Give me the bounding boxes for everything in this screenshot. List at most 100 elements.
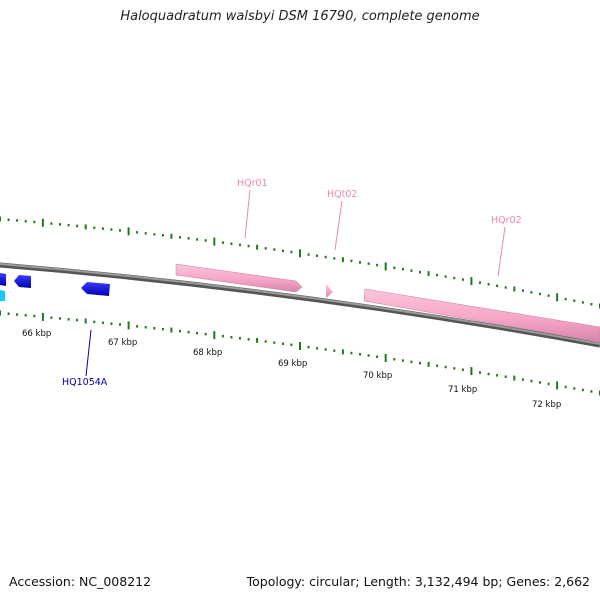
inner-track-tick — [247, 338, 250, 341]
inner-track-tick — [230, 336, 233, 339]
outer-track-tick — [556, 293, 559, 302]
outer-track-tick — [393, 266, 396, 270]
outer-track-tick — [539, 292, 541, 296]
scale-label-70kbp: 70 kbp — [363, 371, 392, 381]
inner-track-tick — [256, 337, 259, 343]
outer-track-tick — [590, 303, 593, 306]
outer-track-tick — [281, 249, 284, 252]
inner-track-tick — [204, 332, 207, 336]
inner-track-tick — [341, 349, 344, 355]
inner-track-tick — [213, 331, 216, 340]
outer-track-tick — [307, 253, 310, 256]
inner-track-tick — [470, 367, 473, 376]
hqr01-label: HQr01 — [237, 178, 268, 189]
outer-dotted-track — [0, 216, 600, 309]
inner-track-tick — [359, 353, 361, 356]
inner-track-tick — [376, 355, 379, 358]
outer-track-tick — [264, 247, 267, 250]
genome-backbone — [0, 262, 600, 348]
inner-track-tick — [410, 360, 413, 364]
cds-hq1054a-feature[interactable] — [81, 282, 110, 296]
inner-track-tick — [196, 331, 199, 335]
outer-track-tick — [136, 231, 139, 234]
inner-track-tick — [136, 325, 139, 328]
inner-track-tick — [24, 314, 27, 317]
hqt02-leader-line — [334, 200, 343, 251]
inner-track-tick — [101, 321, 104, 324]
outer-track-tick — [213, 237, 216, 246]
outer-track-tick — [496, 284, 499, 288]
inner-track-tick — [144, 326, 147, 329]
scale-label-66kbp: 66 kbp — [22, 329, 51, 339]
outer-track-tick — [67, 223, 70, 227]
cds-feature-left-1[interactable] — [0, 273, 6, 286]
inner-track-tick — [119, 323, 121, 326]
inner-track-tick — [581, 388, 584, 392]
map-title: Haloquadratum walsbyi DSM 16790, complet… — [120, 9, 480, 24]
outer-track-tick — [444, 275, 447, 278]
outer-track-tick — [547, 294, 550, 297]
inner-track-tick — [547, 382, 550, 386]
hqt02-label: HQt02 — [327, 189, 357, 200]
cds-feature-cyan[interactable] — [0, 290, 5, 301]
inner-track-tick — [50, 316, 53, 319]
inner-track-tick — [161, 327, 164, 331]
outer-track-tick — [161, 234, 164, 237]
outer-track-tick — [41, 218, 44, 227]
outer-track-tick — [187, 237, 190, 240]
inner-track-tick — [539, 381, 541, 384]
inner-track-tick — [33, 314, 36, 318]
inner-track-tick — [153, 327, 156, 330]
scale-label-71kbp: 71 kbp — [448, 385, 477, 395]
outer-track-tick — [179, 236, 181, 239]
outer-track-tick — [24, 220, 27, 223]
scale-label-68kbp: 68 kbp — [193, 348, 222, 358]
rrna-hqr01-feature[interactable] — [175, 263, 303, 293]
hq1054a-leader-line — [85, 329, 92, 377]
inner-track-tick — [264, 340, 267, 343]
inner-dotted-track — [0, 310, 600, 396]
inner-track-tick — [393, 358, 396, 361]
inner-track-tick — [281, 342, 284, 345]
outer-track-tick — [573, 299, 576, 302]
inner-track-tick — [290, 343, 293, 347]
outer-track-tick — [453, 276, 456, 280]
outer-track-tick — [84, 224, 87, 230]
outer-track-tick — [513, 286, 516, 292]
outer-track-tick — [341, 257, 344, 263]
hqr02-leader-line — [497, 226, 506, 277]
inner-track-tick — [401, 359, 404, 362]
inner-track-tick — [367, 354, 370, 357]
outer-track-tick — [410, 269, 413, 272]
outer-track-tick — [470, 277, 473, 286]
rrna-hqr02-feature[interactable] — [363, 288, 600, 343]
outer-track-tick — [119, 229, 121, 232]
genome-backbone-highlight — [0, 263, 600, 345]
outer-track-tick — [367, 262, 370, 265]
scale-label-72kbp: 72 kbp — [532, 400, 561, 410]
scale-label-69kbp: 69 kbp — [278, 359, 307, 369]
outer-track-tick — [350, 259, 353, 263]
inner-track-tick — [496, 374, 499, 377]
outer-track-tick — [101, 227, 104, 230]
inner-track-tick — [444, 365, 447, 369]
outer-track-tick — [427, 271, 430, 277]
inner-track-tick — [521, 378, 524, 381]
outer-track-tick — [299, 249, 301, 258]
inner-track-tick — [513, 375, 516, 381]
hqr01-leader-line — [244, 189, 251, 239]
outer-track-tick — [419, 270, 421, 274]
outer-track-tick — [487, 283, 490, 286]
outer-track-tick — [530, 291, 533, 294]
trna-hqt02-feature[interactable] — [326, 284, 333, 298]
inner-track-tick — [59, 317, 61, 320]
inner-track-tick — [179, 329, 181, 333]
inner-track-tick — [487, 372, 490, 376]
inner-track-tick — [436, 364, 439, 367]
outer-track-tick — [33, 220, 36, 224]
inner-track-tick — [461, 368, 464, 371]
cds-feature-left-2[interactable] — [14, 275, 31, 288]
outer-track-tick — [376, 263, 379, 267]
outer-track-tick — [384, 262, 387, 271]
